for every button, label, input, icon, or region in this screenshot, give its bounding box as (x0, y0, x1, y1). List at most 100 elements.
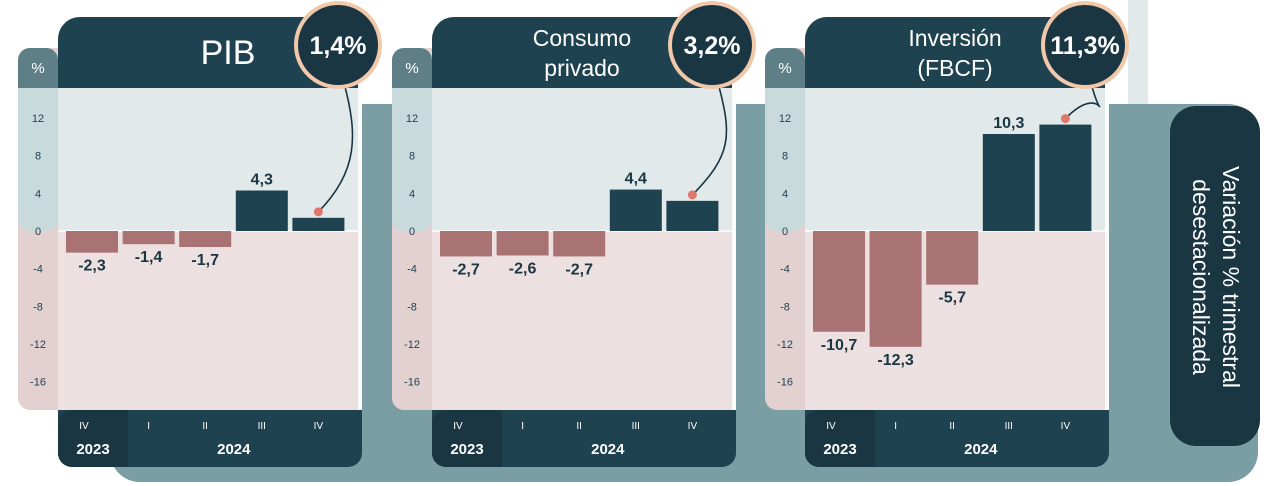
y-tick-label: 8 (782, 151, 788, 163)
axis-unit-header-fill (765, 68, 805, 88)
y-tick-label: -4 (33, 264, 43, 276)
x-axis-footer-fill (58, 410, 362, 430)
bar (982, 134, 1035, 231)
bar-value-label: -1,7 (191, 252, 219, 269)
y-tick-label: 0 (409, 226, 415, 238)
bar-value-label: -10,7 (821, 337, 858, 354)
year-label: 2024 (591, 441, 625, 458)
panel-title-line-2: (FBCF) (917, 55, 992, 81)
axis-unit-header-fill (18, 68, 58, 88)
axis-unit-label: % (405, 60, 418, 77)
badge-marker-dot (1060, 114, 1070, 124)
chart-panel-3: % Inversión (FBCF) 12 8 4 0 -4 -8 -12 -16 -10,7 -12,… (765, 1, 1129, 467)
y-tick-label: -12 (30, 339, 46, 351)
x-tick-label: III (1005, 421, 1013, 432)
bar (440, 231, 492, 257)
bar-value-label: 10,3 (993, 115, 1024, 132)
negative-zone (432, 231, 736, 410)
axis-column-positive (18, 48, 58, 231)
bar-value-label: -2,7 (452, 261, 480, 278)
x-tick-label: IV (453, 421, 463, 432)
x-tick-label: II (576, 421, 582, 432)
bar (926, 231, 979, 285)
badge-value: 3,2% (684, 32, 741, 60)
bar (666, 200, 719, 231)
positive-zone (58, 88, 362, 231)
y-tick-label: 4 (409, 188, 415, 200)
side-label: Variación % trimestral desestacionalizad… (1176, 112, 1256, 442)
year-label: 2023 (76, 441, 109, 458)
x-axis-footer-2023-fill (446, 410, 502, 467)
y-tick-label: 8 (409, 151, 415, 163)
y-tick-label: -16 (404, 377, 420, 389)
bar (66, 231, 118, 253)
y-tick-label: 4 (35, 188, 41, 200)
y-tick-label: -8 (780, 301, 790, 313)
side-label-line-2: desestacionalizada (1188, 179, 1215, 375)
axis-column-positive (392, 48, 432, 231)
bar-value-label: -5,7 (938, 290, 966, 307)
bar-value-label: -2,3 (78, 258, 106, 275)
bar (1039, 124, 1092, 231)
side-label-line-1: Variación % trimestral (1218, 166, 1245, 388)
x-tick-label: IV (314, 421, 324, 432)
badge-value: 1,4% (310, 32, 367, 60)
bar-value-label: 4,3 (251, 172, 273, 189)
badge-circle (1045, 5, 1125, 85)
panel-title-line-1: Consumo (533, 25, 631, 51)
y-tick-label: 12 (406, 113, 418, 125)
chart-panel-2: % Consumo privado 12 8 4 0 -4 -8 -12 -16 -2,7 -2,6 -2… (392, 1, 756, 467)
badge-connector (691, 82, 728, 196)
x-tick-label: I (147, 421, 150, 432)
y-tick-label: -4 (780, 264, 790, 276)
y-tick-label: 12 (32, 113, 44, 125)
bar (122, 231, 175, 245)
bar-value-label: -1,4 (135, 249, 163, 266)
badge-connector (317, 82, 354, 213)
badge-circle (672, 5, 752, 85)
y-tick-label: 4 (782, 188, 788, 200)
bar (869, 231, 922, 347)
badge-circle (298, 5, 378, 85)
panel-right-edge (732, 60, 736, 410)
x-axis-footer-2023-fill (819, 410, 875, 467)
x-tick-label: IV (826, 421, 836, 432)
negative-zone (58, 231, 362, 410)
badge-value: 11,3% (1050, 32, 1120, 60)
panel-right-edge (358, 60, 362, 410)
bar (609, 189, 662, 231)
y-tick-label: 8 (35, 151, 41, 163)
bar-value-label: 4,4 (625, 171, 647, 188)
x-axis-footer-fill (432, 410, 736, 430)
bar-value-label: -12,3 (877, 352, 914, 369)
bar (553, 231, 606, 257)
y-tick-label: -12 (404, 339, 420, 351)
y-tick-label: -8 (407, 301, 417, 313)
panel-title: PIB (201, 34, 256, 72)
y-tick-label: -12 (777, 339, 793, 351)
year-label: 2024 (964, 441, 998, 458)
axis-unit-header-fill (392, 68, 432, 88)
x-tick-label: III (632, 421, 640, 432)
panel-title-line-2: privado (544, 55, 619, 81)
x-tick-label: II (949, 421, 955, 432)
y-tick-label: 0 (782, 226, 788, 238)
panel-right-edge (1105, 60, 1109, 410)
y-tick-label: -4 (407, 264, 417, 276)
badge-connector (1064, 82, 1101, 120)
axis-column-positive (765, 48, 805, 231)
badge-marker-dot (313, 207, 323, 217)
year-label: 2023 (450, 441, 483, 458)
x-tick-label: IV (688, 421, 698, 432)
axis-unit-label: % (778, 60, 791, 77)
y-tick-label: -16 (30, 377, 46, 389)
y-tick-label: 0 (35, 226, 41, 238)
y-tick-label: -8 (33, 301, 43, 313)
year-label: 2023 (823, 441, 856, 458)
x-tick-label: III (258, 421, 266, 432)
bar-value-label: -2,7 (565, 261, 593, 278)
y-tick-label: 12 (779, 113, 791, 125)
bar-value-label: -2,6 (509, 260, 537, 277)
